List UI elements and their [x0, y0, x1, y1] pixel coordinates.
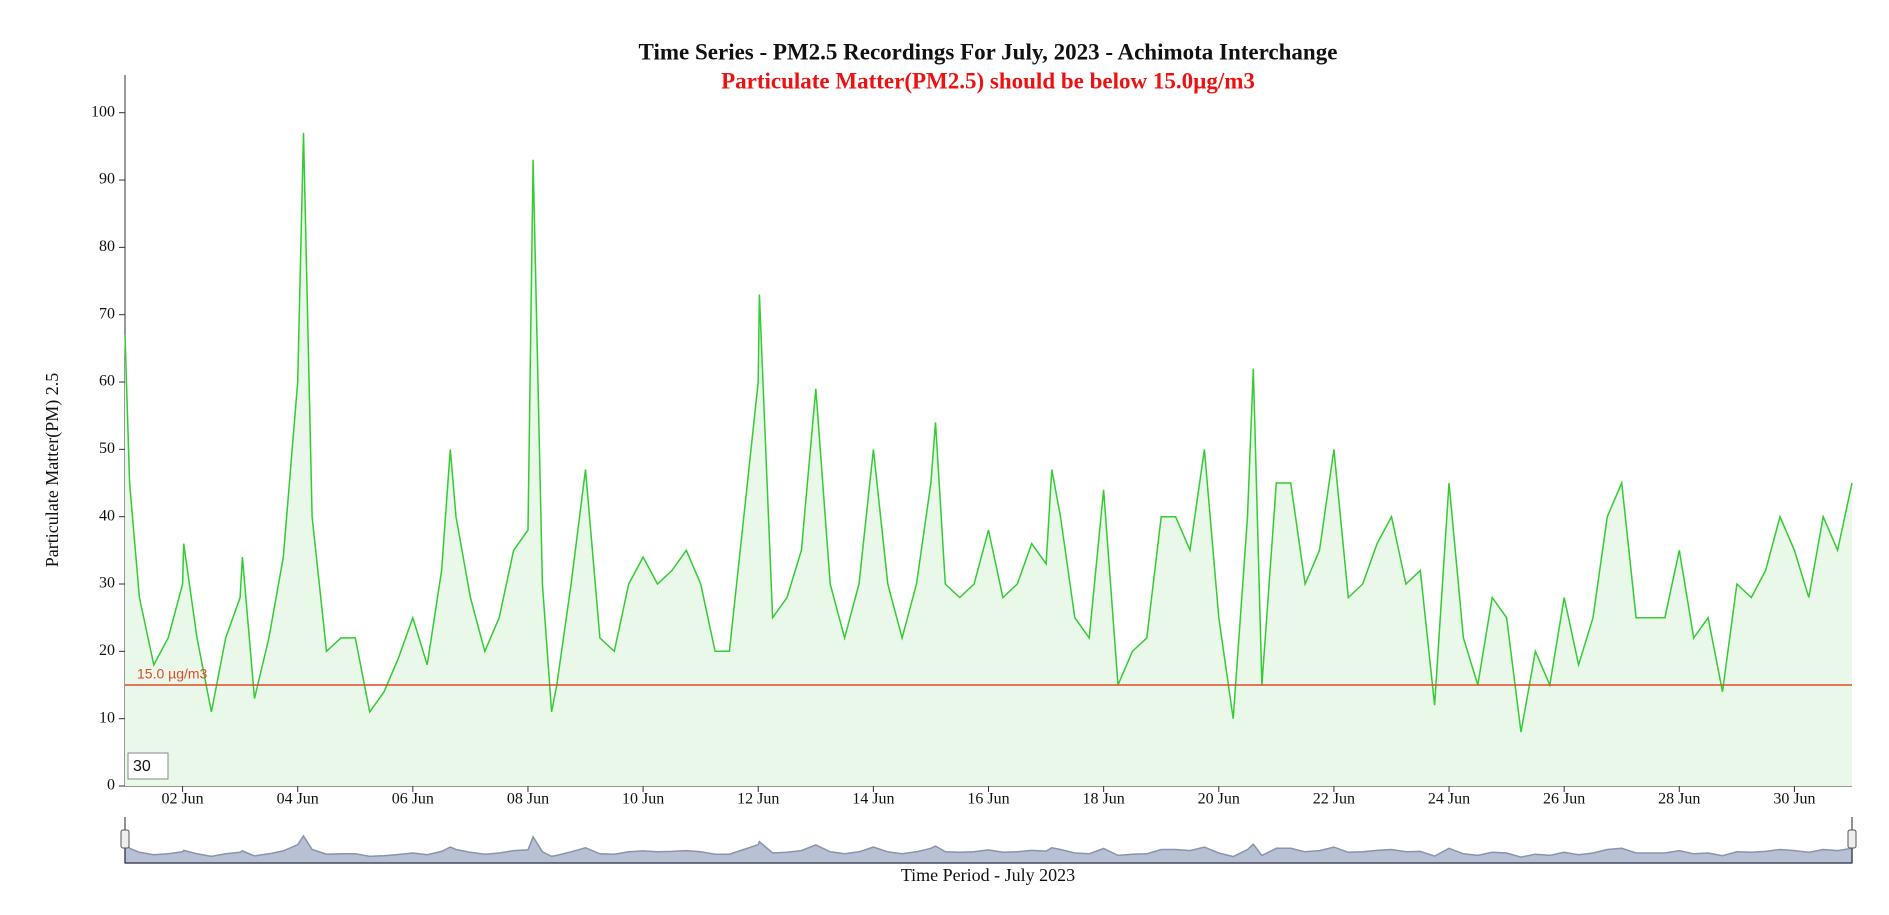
y-axis-label: Particulate Matter(PM) 2.5: [42, 373, 63, 567]
y-tick-label: 0: [107, 777, 115, 794]
area: [125, 132, 1852, 786]
x-tick-label: 26 Jun: [1543, 791, 1585, 808]
y-tick-label: 50: [99, 440, 115, 457]
y-tick-label: 80: [99, 238, 115, 255]
x-tick-label: 22 Jun: [1313, 791, 1355, 808]
chart-title: Time Series - PM2.5 Recordings For July,…: [639, 39, 1338, 64]
y-tick-label: 10: [99, 709, 115, 726]
x-axis-label: Time Period - July 2023: [901, 865, 1075, 885]
window-input-value: 30: [133, 758, 151, 775]
x-tick-label: 02 Jun: [161, 791, 203, 808]
x-tick-label: 30 Jun: [1773, 791, 1815, 808]
x-tick-label: 04 Jun: [277, 791, 319, 808]
navigator-handle[interactable]: [1847, 829, 1857, 849]
y-tick-label: 90: [99, 171, 115, 188]
navigator-handle[interactable]: [120, 829, 130, 849]
x-tick-label: 14 Jun: [852, 791, 894, 808]
x-tick-label: 18 Jun: [1083, 791, 1125, 808]
navigator-area: [124, 834, 1853, 864]
x-tick-label: 10 Jun: [622, 791, 664, 808]
y-tick-label: 40: [99, 507, 115, 524]
y-tick-label: 60: [99, 373, 115, 390]
threshold-label: 15.0 µg/m3: [137, 666, 208, 682]
x-tick-label: 20 Jun: [1198, 791, 1240, 808]
y-tick-label: 30: [99, 575, 115, 592]
line: [124, 132, 1853, 733]
x-tick-label: 08 Jun: [507, 791, 549, 808]
y-tick-label: 20: [99, 642, 115, 659]
y-tick-label: 100: [91, 103, 115, 120]
chart-subtitle: Particulate Matter(PM2.5) should be belo…: [721, 68, 1255, 93]
x-tick-label: 06 Jun: [392, 791, 434, 808]
x-tick-label: 12 Jun: [737, 791, 779, 808]
x-tick-label: 24 Jun: [1428, 791, 1470, 808]
y-tick-label: 70: [99, 305, 115, 322]
window-input[interactable]: [127, 752, 169, 780]
x-tick-label: 28 Jun: [1658, 791, 1700, 808]
x-tick-label: 16 Jun: [967, 791, 1009, 808]
